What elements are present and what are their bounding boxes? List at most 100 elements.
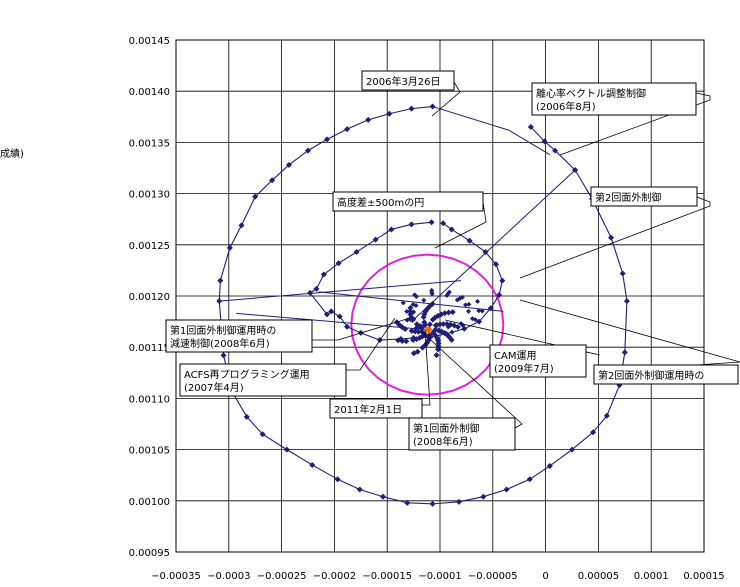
cluster-point	[407, 309, 413, 315]
trajectory-point	[623, 298, 630, 305]
inner-spiral-point	[372, 236, 379, 243]
annotation-box	[329, 398, 423, 419]
cluster-point	[421, 319, 428, 326]
trajectory-point	[408, 105, 415, 112]
cluster-point	[441, 310, 448, 317]
annotation-box	[531, 82, 697, 116]
leader-line	[559, 92, 711, 156]
trajectory-point	[386, 110, 393, 117]
y-tick-label: 0.00145	[129, 36, 170, 47]
annotation-a10: 第1回面外制御(2008年6月)	[408, 331, 523, 451]
annotation-a9: 2011年2月1日	[329, 329, 431, 419]
annotation-a2: 離心率ベクトル調整制御(2006年8月)	[531, 82, 711, 156]
cluster-point	[448, 336, 455, 343]
leader-line	[312, 317, 411, 341]
inner-spiral-point	[499, 277, 506, 284]
trajectory-point	[309, 461, 316, 468]
trajectory-point	[305, 147, 311, 154]
leader-line	[434, 201, 487, 249]
annotation-box	[332, 191, 484, 212]
annotation-box	[590, 186, 698, 207]
annotation-text: 第2回面外制御運用時の	[598, 369, 704, 382]
cluster-point	[410, 350, 417, 357]
annotation-box	[179, 363, 347, 397]
y-tick-label: 0.00115	[129, 343, 170, 354]
inner-spiral-point	[324, 311, 331, 318]
annotation-text: 第1回面外制御	[413, 422, 479, 435]
trajectory-point	[259, 431, 266, 438]
cluster-point	[408, 327, 415, 334]
annotation-a8: ACFS再プログラミング運用(2007年4月)	[179, 317, 396, 397]
inner-spiral-point	[440, 220, 447, 227]
cropped-label-fragment: 成績)	[0, 149, 24, 160]
inner-spiral-point	[408, 221, 415, 228]
cluster-point	[415, 328, 422, 335]
cluster-point	[445, 309, 452, 316]
cluster-point	[431, 328, 437, 334]
trajectory-point	[569, 446, 575, 453]
cluster-point	[413, 293, 419, 299]
leader-line	[431, 81, 461, 117]
x-tick-label: −0.00035	[151, 571, 201, 582]
annotation-a1: 2006年3月26日	[361, 70, 461, 117]
inner-spiral-point	[482, 248, 489, 255]
maneuver-line	[236, 312, 429, 331]
trajectory-point	[480, 493, 487, 500]
trajectory-point	[238, 222, 245, 229]
cluster-point	[469, 316, 475, 322]
trajectory-point	[243, 413, 250, 420]
maneuver-line	[318, 291, 504, 312]
plot-frame	[175, 39, 705, 553]
y-tick-label: 0.00130	[129, 190, 170, 201]
x-tick-label: −0.00015	[362, 571, 412, 582]
trajectory-point	[334, 476, 341, 483]
x-tick-label: −0.00025	[257, 571, 307, 582]
cluster-point	[411, 309, 417, 315]
maneuver-line	[411, 169, 576, 322]
annotation-a7: 第2回面外制御運用時の	[519, 299, 740, 385]
inner-spiral-point	[388, 226, 395, 233]
trajectory-point	[541, 138, 548, 145]
trajectory-point	[619, 270, 626, 277]
annotation-text: 離心率ベクトル調整制御	[536, 87, 646, 100]
trajectory-point	[217, 277, 224, 284]
trajectory-series	[216, 103, 630, 507]
annotation-a6: CAM運用(2009年7月)	[444, 319, 601, 378]
annotation-box	[489, 344, 587, 378]
cluster-point	[404, 309, 410, 315]
inner-spiral-point	[492, 261, 499, 268]
cluster-point	[400, 300, 406, 306]
annotation-text: (2008年6月)	[413, 435, 473, 448]
annotation-text: 2006年3月26日	[366, 75, 441, 88]
inner-spiral-point	[320, 271, 327, 278]
trajectory-point	[429, 500, 436, 507]
inner-spiral-point	[496, 291, 503, 298]
annotation-a3: 第2回面外制御	[519, 186, 711, 279]
trajectory-point	[526, 476, 533, 483]
inner-spiral-point	[336, 313, 343, 320]
annotation-box	[165, 319, 313, 353]
y-tick-label: 0.00105	[129, 446, 170, 457]
annotation-text: (2007年4月)	[184, 381, 244, 394]
inner-spiral-point	[448, 226, 455, 233]
cluster-point	[449, 309, 456, 316]
cluster-point	[463, 302, 469, 308]
cluster-point	[436, 321, 443, 328]
cluster-point	[449, 329, 455, 335]
trajectory-point	[527, 124, 534, 131]
annotation-text: (2006年8月)	[536, 100, 596, 113]
x-tick-label: −0.00005	[468, 571, 518, 582]
trajectory-point	[552, 147, 559, 154]
center-point	[424, 326, 432, 334]
inner-spiral-point	[328, 308, 335, 315]
cluster-point	[395, 337, 402, 344]
x-tick-label: 0.0001	[634, 571, 669, 582]
inner-spiral-point	[476, 318, 483, 325]
cluster-point	[403, 338, 410, 345]
y-axis: 0.00095 0.00100 0.00105 0.00110 0.00115 0.001…	[129, 36, 170, 559]
trajectory-point	[503, 486, 510, 493]
inner-spiral-point	[353, 248, 360, 255]
altitude-circle	[350, 253, 505, 396]
y-tick-label: 0.00140	[129, 87, 170, 98]
annotation-box	[408, 417, 516, 451]
